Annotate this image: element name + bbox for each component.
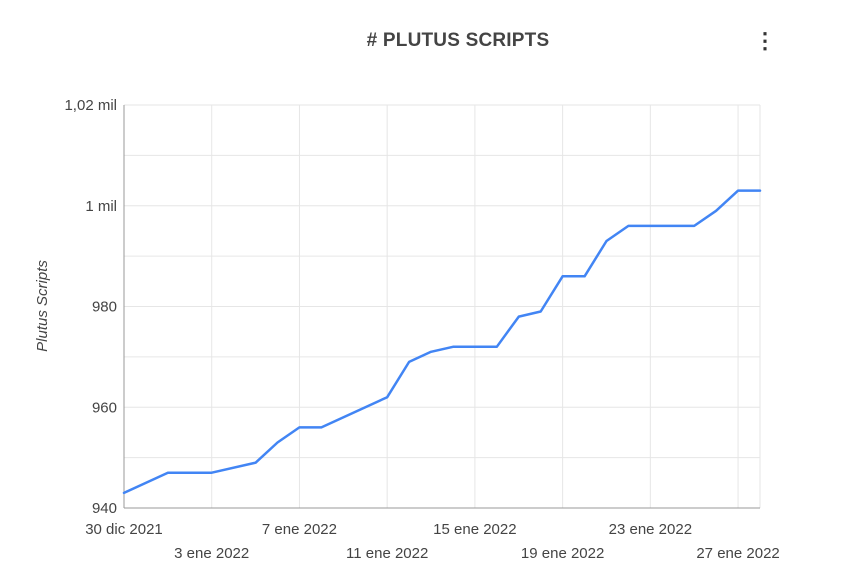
x-tick-label: 30 dic 2021	[85, 521, 163, 538]
x-tick-label: 15 ene 2022	[433, 521, 516, 538]
y-tick-label: 980	[92, 299, 117, 316]
y-axis-label: Plutus Scripts	[34, 260, 51, 352]
y-tick-label: 1,02 mil	[64, 97, 117, 114]
y-tick-label: 1 mil	[85, 198, 117, 215]
y-tick-label: 960	[92, 399, 117, 416]
x-tick-label: 3 ene 2022	[174, 545, 249, 562]
axes	[123, 105, 760, 509]
x-tick-label: 19 ene 2022	[521, 545, 604, 562]
x-tick-label: 23 ene 2022	[609, 521, 692, 538]
series-line	[122, 189, 762, 495]
series-layer	[122, 189, 762, 495]
x-tick-label: 11 ene 2022	[346, 545, 428, 562]
y-tick-label: 940	[92, 500, 117, 517]
more-vertical-icon[interactable]: ⋮	[754, 28, 776, 53]
x-tick-label: 7 ene 2022	[262, 521, 337, 538]
chart-title: # PLUTUS SCRIPTS	[366, 30, 550, 51]
x-tick-label: 27 ene 2022	[696, 545, 779, 562]
grid-lines	[124, 104, 761, 508]
tick-labels: 940 960 980 1 mil 1,02 mil 30 dic 2021 3 ene 2…	[64, 97, 779, 562]
